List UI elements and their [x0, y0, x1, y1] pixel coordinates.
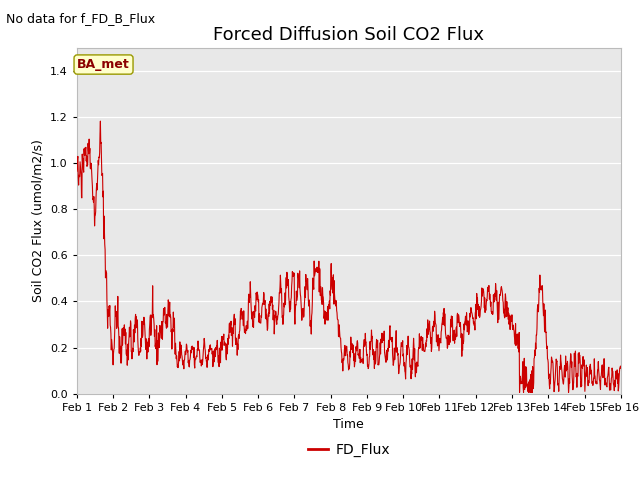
Text: No data for f_FD_B_Flux: No data for f_FD_B_Flux: [6, 12, 156, 25]
Text: BA_met: BA_met: [77, 58, 130, 71]
Title: Forced Diffusion Soil CO2 Flux: Forced Diffusion Soil CO2 Flux: [213, 25, 484, 44]
Legend: FD_Flux: FD_Flux: [302, 437, 396, 463]
X-axis label: Time: Time: [333, 418, 364, 431]
Y-axis label: Soil CO2 Flux (umol/m2/s): Soil CO2 Flux (umol/m2/s): [31, 139, 44, 302]
